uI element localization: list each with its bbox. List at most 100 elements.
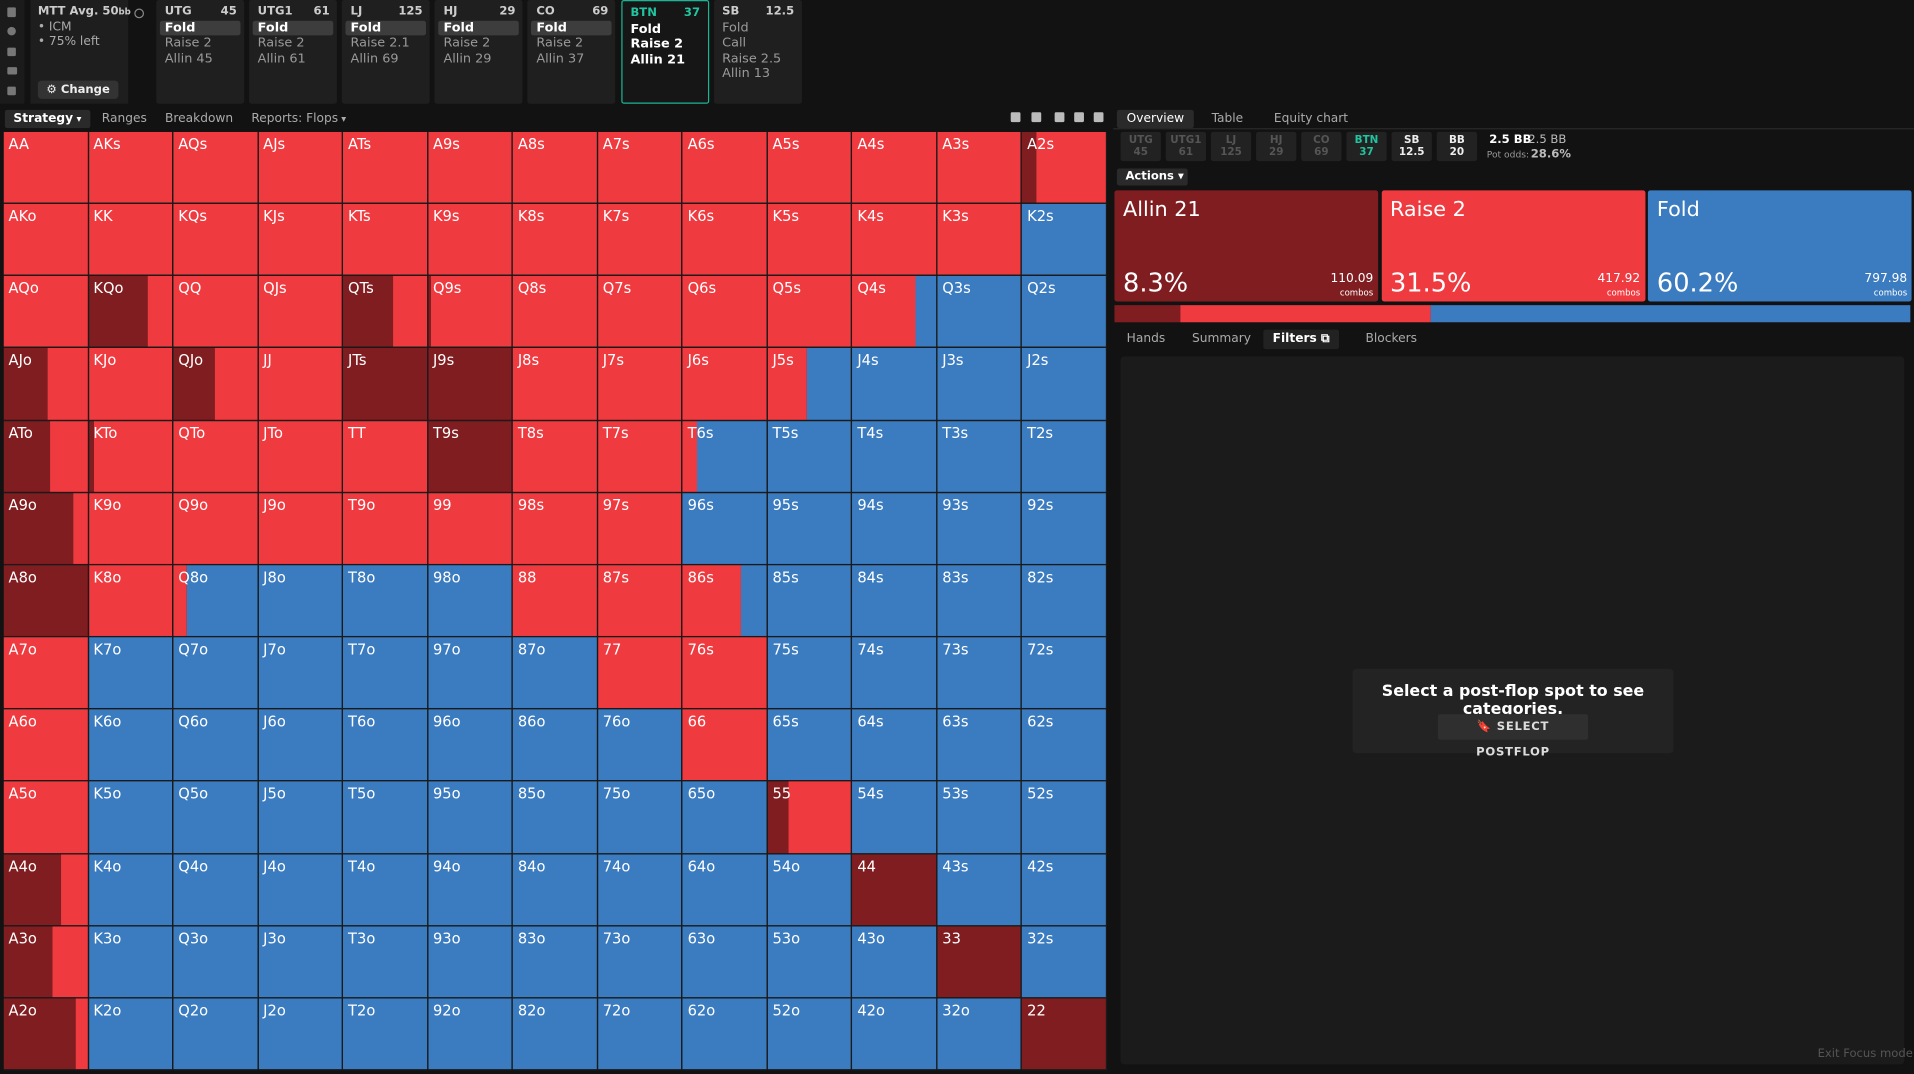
action-option[interactable]: Fold: [252, 20, 334, 36]
hand-cell[interactable]: A4o: [3, 853, 89, 927]
hand-cell[interactable]: A3s: [937, 131, 1023, 205]
hand-cell[interactable]: A5s: [767, 131, 853, 205]
view-icon[interactable]: [1054, 112, 1065, 123]
hand-cell[interactable]: 65o: [682, 781, 768, 854]
select-postflop-button[interactable]: 🔖 SELECT POSTFLOP: [1437, 714, 1589, 759]
hand-cell[interactable]: 85o: [512, 781, 598, 854]
action-option[interactable]: Fold: [531, 20, 613, 36]
hand-cell[interactable]: A9s: [428, 131, 513, 205]
hand-cell[interactable]: 75o: [597, 781, 683, 854]
hand-cell[interactable]: T6s: [682, 420, 768, 493]
hand-cell[interactable]: 76s: [682, 637, 768, 710]
hand-cell[interactable]: Q7o: [173, 637, 259, 710]
hand-cell[interactable]: 74s: [852, 637, 938, 710]
hand-cell[interactable]: 92s: [1022, 492, 1108, 566]
hand-cell[interactable]: 72s: [1022, 637, 1108, 710]
hand-cell[interactable]: A6s: [682, 131, 768, 205]
hand-cell[interactable]: 73s: [937, 637, 1023, 710]
hand-cell[interactable]: A8o: [3, 565, 89, 638]
exit-focus[interactable]: Exit Focus mode: [1817, 1047, 1913, 1061]
hand-cell[interactable]: T6o: [343, 709, 429, 782]
hand-cell[interactable]: K5s: [767, 204, 853, 277]
hand-cell[interactable]: KJs: [258, 204, 344, 277]
tab[interactable]: Ranges: [93, 110, 155, 128]
action-option[interactable]: Raise 2: [536, 35, 584, 51]
hand-cell[interactable]: AKs: [88, 131, 174, 205]
hand-cell[interactable]: 94s: [852, 492, 938, 566]
hand-cell[interactable]: J3s: [937, 348, 1023, 421]
hand-cell[interactable]: Q8o: [173, 565, 259, 638]
tab[interactable]: Overview: [1116, 109, 1194, 129]
hand-cell[interactable]: QTo: [173, 420, 259, 493]
hand-cell[interactable]: 95s: [767, 492, 853, 566]
hand-cell[interactable]: TT: [343, 420, 429, 493]
action-option[interactable]: Fold: [159, 20, 241, 36]
hand-cell[interactable]: 99: [428, 492, 513, 566]
hand-cell[interactable]: 64o: [682, 853, 768, 927]
hand-cell[interactable]: Q8s: [512, 276, 598, 349]
hand-cell[interactable]: 32o: [937, 998, 1023, 1071]
hand-cell[interactable]: AKo: [3, 204, 89, 277]
tab[interactable]: Reports: Flops ▾: [251, 112, 347, 126]
hand-cell[interactable]: J7s: [597, 348, 683, 421]
subtab[interactable]: Blockers: [1356, 330, 1427, 350]
position-card[interactable]: LJ 125 Fold Raise 2.1 Allin 69: [342, 0, 430, 104]
hand-cell[interactable]: T7s: [597, 420, 683, 493]
view-icon[interactable]: [1031, 112, 1042, 123]
action-option[interactable]: Raise 2: [443, 35, 491, 51]
hand-cell[interactable]: J9o: [258, 492, 344, 566]
position-card[interactable]: SB 12.5 Fold Call Raise 2.5 Allin 13: [713, 0, 802, 104]
hand-cell[interactable]: 43s: [937, 853, 1023, 927]
hand-cell[interactable]: 63s: [937, 709, 1023, 782]
actions-menu[interactable]: Actions ▾: [1116, 168, 1188, 186]
hand-cell[interactable]: K3s: [937, 204, 1023, 277]
hand-cell[interactable]: AA: [3, 131, 89, 205]
hand-cell[interactable]: QQ: [173, 276, 259, 349]
hand-cell[interactable]: KTs: [343, 204, 429, 277]
hand-cell[interactable]: T2s: [1022, 420, 1108, 493]
hand-cell[interactable]: 52o: [767, 998, 853, 1071]
hand-cell[interactable]: 83s: [937, 565, 1023, 638]
action-option[interactable]: Allin 29: [443, 50, 492, 66]
hand-cell[interactable]: J8o: [258, 565, 344, 638]
subtab[interactable]: Summary: [1182, 330, 1261, 350]
hand-cell[interactable]: 82o: [512, 998, 598, 1071]
subtab[interactable]: Filters ⧉: [1262, 329, 1340, 350]
hand-cell[interactable]: 84o: [512, 853, 598, 927]
hand-cell[interactable]: 42o: [852, 998, 938, 1071]
icon[interactable]: [134, 8, 145, 19]
action-option[interactable]: Raise 2.5: [722, 50, 782, 66]
hand-cell[interactable]: J6s: [682, 348, 768, 421]
hand-cell[interactable]: 86s: [682, 565, 768, 638]
hand-cell[interactable]: KK: [88, 204, 174, 277]
action-option[interactable]: Raise 2: [164, 35, 212, 51]
hand-cell[interactable]: 76o: [597, 709, 683, 782]
hand-cell[interactable]: Q4o: [173, 853, 259, 927]
icon[interactable]: [7, 47, 16, 57]
hand-cell[interactable]: 84s: [852, 565, 938, 638]
hand-cell[interactable]: 87s: [597, 565, 683, 638]
action-option[interactable]: Call: [722, 35, 747, 51]
hand-cell[interactable]: 66: [682, 709, 768, 782]
hand-cell[interactable]: Q5o: [173, 781, 259, 854]
hand-cell[interactable]: 65s: [767, 709, 853, 782]
action-option[interactable]: Allin 61: [257, 50, 306, 66]
hand-cell[interactable]: 82s: [1022, 565, 1108, 638]
hand-cell[interactable]: K7o: [88, 637, 174, 710]
hand-cell[interactable]: 96s: [682, 492, 768, 566]
hand-cell[interactable]: AQo: [3, 276, 89, 349]
icon[interactable]: [7, 26, 16, 36]
hand-cell[interactable]: 44: [852, 853, 938, 927]
hand-cell[interactable]: J4s: [852, 348, 938, 421]
hand-cell[interactable]: QJs: [258, 276, 344, 349]
hand-cell[interactable]: QJo: [173, 348, 259, 421]
hand-cell[interactable]: A2o: [3, 998, 89, 1071]
hand-cell[interactable]: A7o: [3, 637, 89, 710]
hand-cell[interactable]: 92o: [428, 998, 513, 1071]
hand-cell[interactable]: 98o: [428, 565, 513, 638]
hand-cell[interactable]: 54o: [767, 853, 853, 927]
hand-cell[interactable]: 32s: [1022, 926, 1108, 999]
hand-cell[interactable]: Q2s: [1022, 276, 1108, 349]
hand-cell[interactable]: 97o: [428, 637, 513, 710]
hand-cell[interactable]: K7s: [597, 204, 683, 277]
